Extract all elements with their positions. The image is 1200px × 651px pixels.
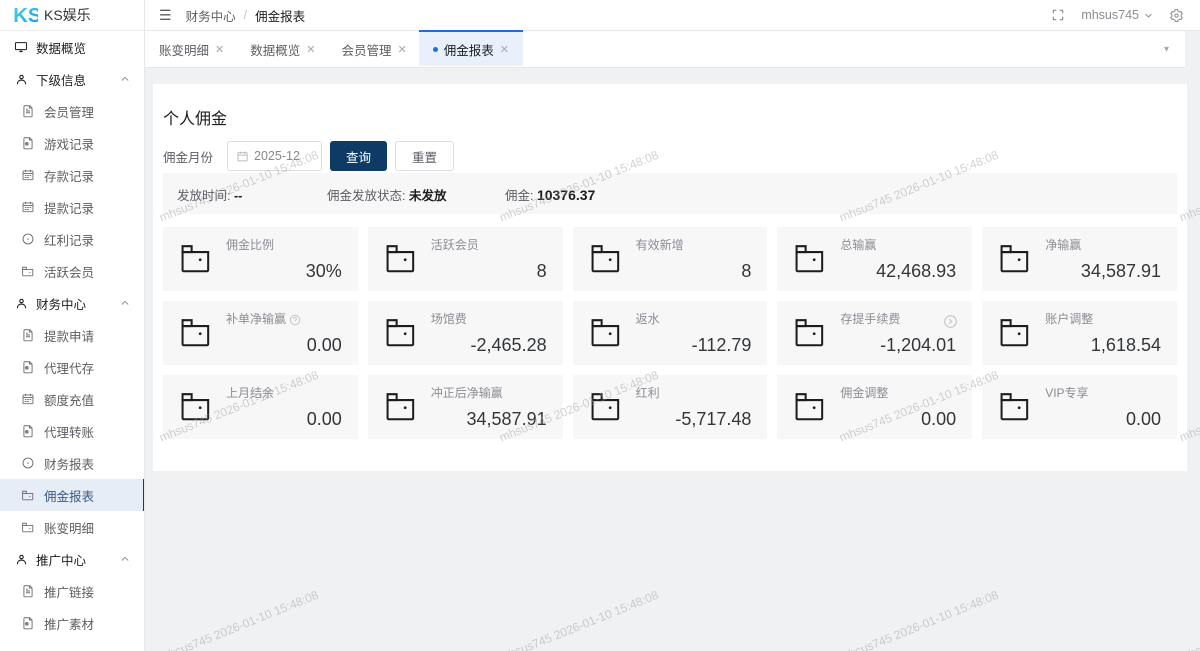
svg-text:KS: KS <box>14 5 38 27</box>
